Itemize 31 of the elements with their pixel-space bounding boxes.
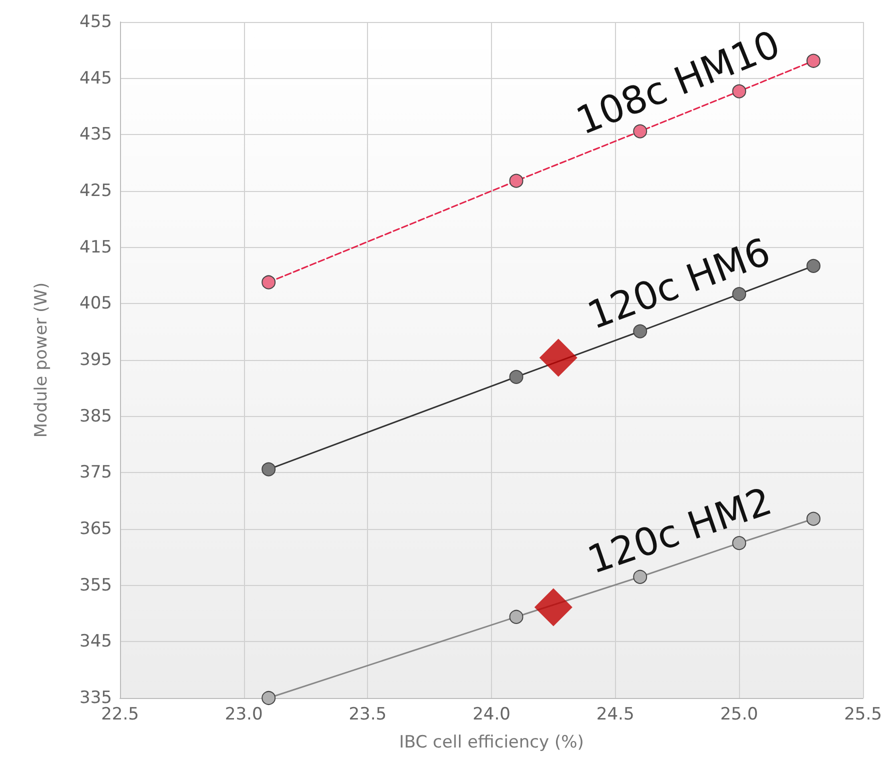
x-tick-label: 23.0 xyxy=(224,704,263,724)
y-tick-label: 355 xyxy=(80,575,112,596)
point xyxy=(509,370,524,384)
y-tick-label: 445 xyxy=(80,68,112,88)
y-tick-label: 395 xyxy=(80,350,112,370)
y-tick-label: 455 xyxy=(80,12,112,32)
y-tick-label: 385 xyxy=(80,406,112,426)
point xyxy=(262,462,276,476)
text: 120c HM2 xyxy=(582,478,778,582)
text: 120c HM6 xyxy=(582,230,776,338)
x-tick-label: 24.0 xyxy=(472,704,510,724)
point xyxy=(534,588,572,626)
y-tick-label: 345 xyxy=(80,632,112,652)
y-axis-title: Module power (W) xyxy=(32,282,52,438)
x-tick-label: 25.0 xyxy=(720,704,758,724)
x-axis-title: IBC cell efficiency (%) xyxy=(399,732,584,752)
y-tick-label: 415 xyxy=(80,237,112,258)
y-tick-label: 365 xyxy=(80,519,112,539)
point xyxy=(539,338,578,377)
y-tick-label: 425 xyxy=(80,181,112,201)
point xyxy=(509,610,524,624)
y-tick-label: 435 xyxy=(80,124,112,145)
point xyxy=(806,258,820,273)
x-tick-label: 24.5 xyxy=(596,704,634,724)
y-tick-label: 405 xyxy=(80,294,112,314)
point xyxy=(806,512,820,526)
y-tick-label: 375 xyxy=(80,462,112,483)
text: 108c HM10 xyxy=(570,22,786,144)
x-tick-label: 23.5 xyxy=(348,704,387,724)
point xyxy=(262,691,276,705)
x-tick-label: 25.5 xyxy=(844,704,882,724)
